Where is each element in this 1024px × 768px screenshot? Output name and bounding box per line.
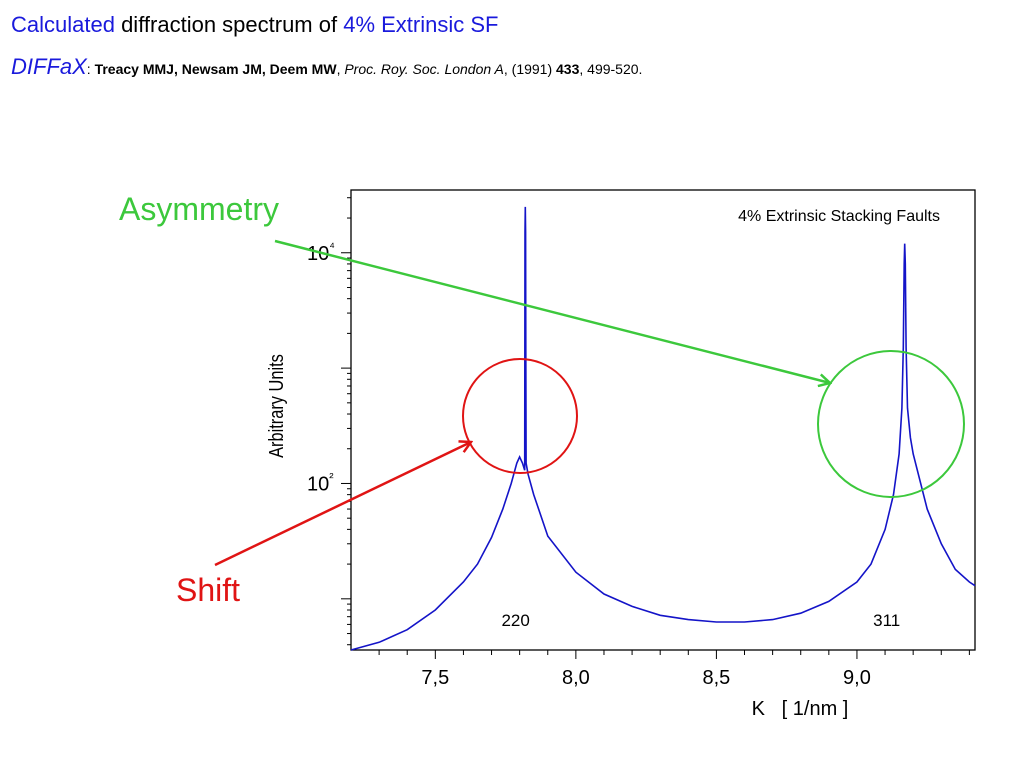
ref-program: DIFFaX [11, 54, 87, 79]
ref-comma: , [336, 61, 345, 77]
reference-line: DIFFaX: Treacy MMJ, Newsam JM, Deem MW , … [11, 54, 642, 80]
x-tick-label: 7,5 [421, 667, 449, 689]
ref-journal: Proc. Roy. Soc. London A [344, 61, 504, 77]
ref-pages: , 499-520. [579, 61, 643, 77]
x-axis-label: K [ 1/nm ] [752, 698, 849, 720]
peak-label: 311 [873, 611, 900, 630]
title-middle: diffraction spectrum of [114, 12, 344, 37]
asymmetry-arrow [274, 239, 830, 383]
x-tick-label: 8,0 [562, 667, 590, 689]
peak-label: 220 [501, 611, 529, 630]
y-axis-label: Arbitrary Units [264, 354, 287, 458]
x-tick-label: 9,0 [843, 667, 871, 689]
shift-label: Shift [176, 572, 241, 608]
chart-title: 4% Extrinsic Stacking Faults [738, 208, 940, 225]
plot-frame [350, 189, 976, 651]
ref-authors: Treacy MMJ, Newsam JM, Deem MW [90, 61, 337, 77]
asymmetry-circle [817, 350, 965, 498]
shift-circle [462, 358, 578, 474]
title-calculated: Calculated [11, 12, 115, 37]
shift-arrow [214, 442, 471, 567]
spectrum-series-line [350, 206, 976, 651]
ref-year: , (1991) [503, 61, 557, 77]
asymmetry-label: Asymmetry [119, 191, 279, 227]
ref-sep: : [86, 61, 91, 77]
page-title: Calculated diffraction spectrum of 4% Ex… [11, 12, 498, 38]
title-sf: 4% Extrinsic SF [343, 12, 499, 37]
y-tick-label: 10² [307, 469, 334, 495]
ref-volume: 433 [556, 61, 580, 77]
axis-ticks [341, 197, 970, 659]
x-tick-label: 8,5 [702, 667, 730, 689]
